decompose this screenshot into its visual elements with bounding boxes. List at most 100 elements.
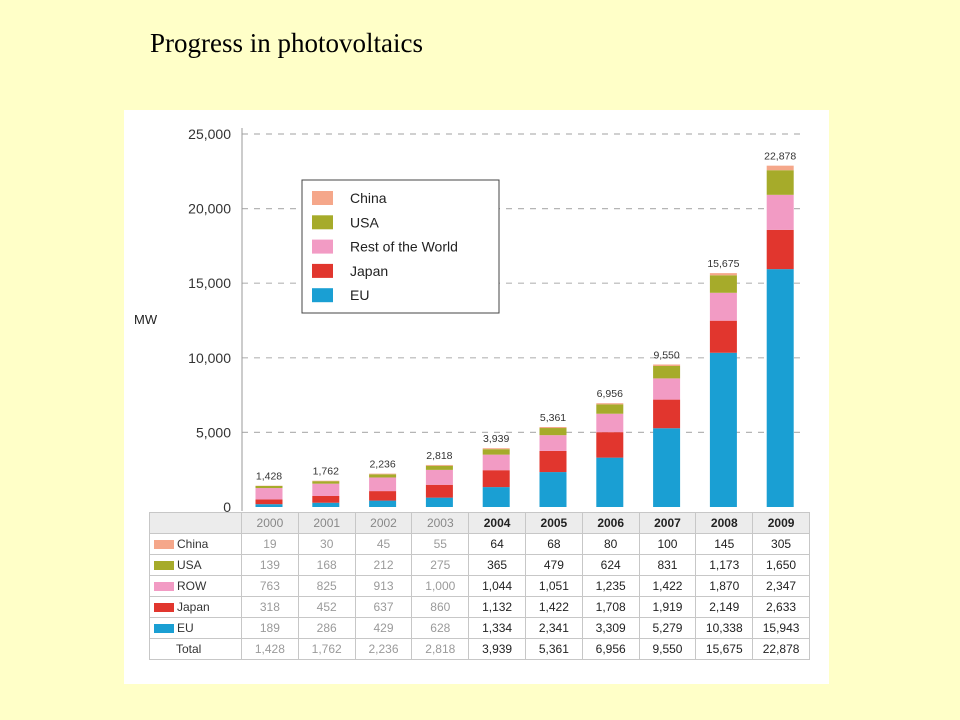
table-year-header: 2003 [411,512,470,534]
bar-segment [482,448,510,450]
y-tick-label: 5,000 [196,424,231,440]
table-cell: 637 [354,596,413,618]
bar-segment [255,488,283,500]
table-cell: 2,341 [524,617,583,639]
table-cell: 1,708 [581,596,640,618]
bar-segment [766,194,794,230]
table-header-row: 2000 2001 2002 2003 2004 2005 2006 2007 2008 2009 [149,512,810,534]
bar-segment [709,292,737,321]
table-year-header: 2006 [581,512,640,534]
legend-swatch [312,239,333,254]
legend-swatch [312,288,333,303]
table-cell: 286 [297,617,356,639]
table-cell: 100 [638,533,697,555]
table-row-label: China [177,537,209,551]
legend-label: Japan [350,263,388,279]
bar-segment [653,399,681,429]
bar-segment [482,449,510,455]
table-cell: 1,173 [695,554,754,576]
legend-label: EU [350,287,369,303]
table-year-header: 2007 [638,512,697,534]
table-cell: 305 [752,533,810,555]
bar-segment [369,477,397,492]
bar-segment [766,269,794,507]
table-cell: 30 [297,533,356,555]
table-cell: 452 [297,596,356,618]
table-year-header: 2004 [468,512,526,534]
table-cell: 1,235 [581,575,640,597]
table-total-cell: 6,956 [581,638,640,660]
bar-total-label: 1,762 [313,466,339,478]
table-row: China 19 30 45 55 64 68 80 100 145 305 [149,533,810,555]
table-cell: 80 [581,533,640,555]
table-cell: 145 [695,533,754,555]
table-row-header: USA [149,554,242,576]
table-cell: 825 [297,575,356,597]
table-row-label: Japan [177,600,210,614]
legend-label: Rest of the World [350,239,458,255]
table-cell: 212 [354,554,413,576]
table-total-cell: 1,428 [241,638,299,660]
data-table: 2000 2001 2002 2003 2004 2005 2006 2007 2008 2009… [149,512,810,660]
table-cell: 3,309 [581,617,640,639]
table-cell: 5,279 [638,617,697,639]
table-cell: 68 [524,533,583,555]
table-row-label: EU [177,621,194,635]
table-cell: 624 [581,554,640,576]
table-cell: 55 [411,533,470,555]
table-cell: 1,132 [468,596,526,618]
bar-segment [425,497,453,507]
bar-segment [539,450,567,473]
bar-segment [255,504,283,507]
bar-segment [482,470,510,488]
bar-total-label: 1,428 [256,471,282,483]
bar-total-label: 3,939 [483,433,509,445]
table-cell: 1,422 [524,596,583,618]
table-cell: 318 [241,596,299,618]
table-cell: 64 [468,533,526,555]
bar-segment [255,485,283,489]
bar-segment [766,165,794,171]
table-total-header: Total [149,638,242,660]
bar-segment [425,484,453,498]
table-row-header: Japan [149,596,242,618]
table-total-cell: 1,762 [297,638,356,660]
bar-segment [539,435,567,451]
bar-segment [539,428,567,436]
table-row-swatch [154,582,174,592]
table-cell: 1,919 [638,596,697,618]
bar-segment [539,472,567,507]
table-cell: 479 [524,554,583,576]
bar-segment [596,432,624,458]
bar-segment [709,352,737,507]
bar-segment [425,464,453,466]
table-cell: 763 [241,575,299,597]
y-tick-label: 25,000 [188,126,231,142]
bar-segment [709,273,737,276]
table-cell: 429 [354,617,413,639]
bar-total-label: 5,361 [540,412,566,424]
table-row: ROW 763 825 913 1,000 1,044 1,051 1,235 1,422 1,8… [149,575,810,597]
stacked-bar-chart: 0 5,000 10,000 15,000 20,000 25,000 MW 1,428 1,7… [134,126,804,515]
table-year-header: 2005 [524,512,583,534]
bar-segment [482,487,510,507]
bar-total-label: 2,818 [426,450,452,462]
bar-segment [539,427,567,429]
legend-swatch [312,215,333,230]
legend-swatch [312,191,333,205]
table-total-cell: 5,361 [524,638,583,660]
table-cell: 365 [468,554,526,576]
table-cell: 1,870 [695,575,754,597]
bar-segment [369,474,397,478]
bar-segment [596,413,624,433]
table-cell: 1,044 [468,575,526,597]
bar-total-label: 15,675 [707,258,739,270]
legend-label: China [350,190,387,206]
table-row-swatch [154,540,174,550]
table-cell: 139 [241,554,299,576]
table-cell: 913 [354,575,413,597]
table-year-header: 2009 [752,512,810,534]
y-tick-label: 10,000 [188,350,231,366]
table-cell: 628 [411,617,470,639]
bar-total-label: 22,878 [764,151,796,163]
